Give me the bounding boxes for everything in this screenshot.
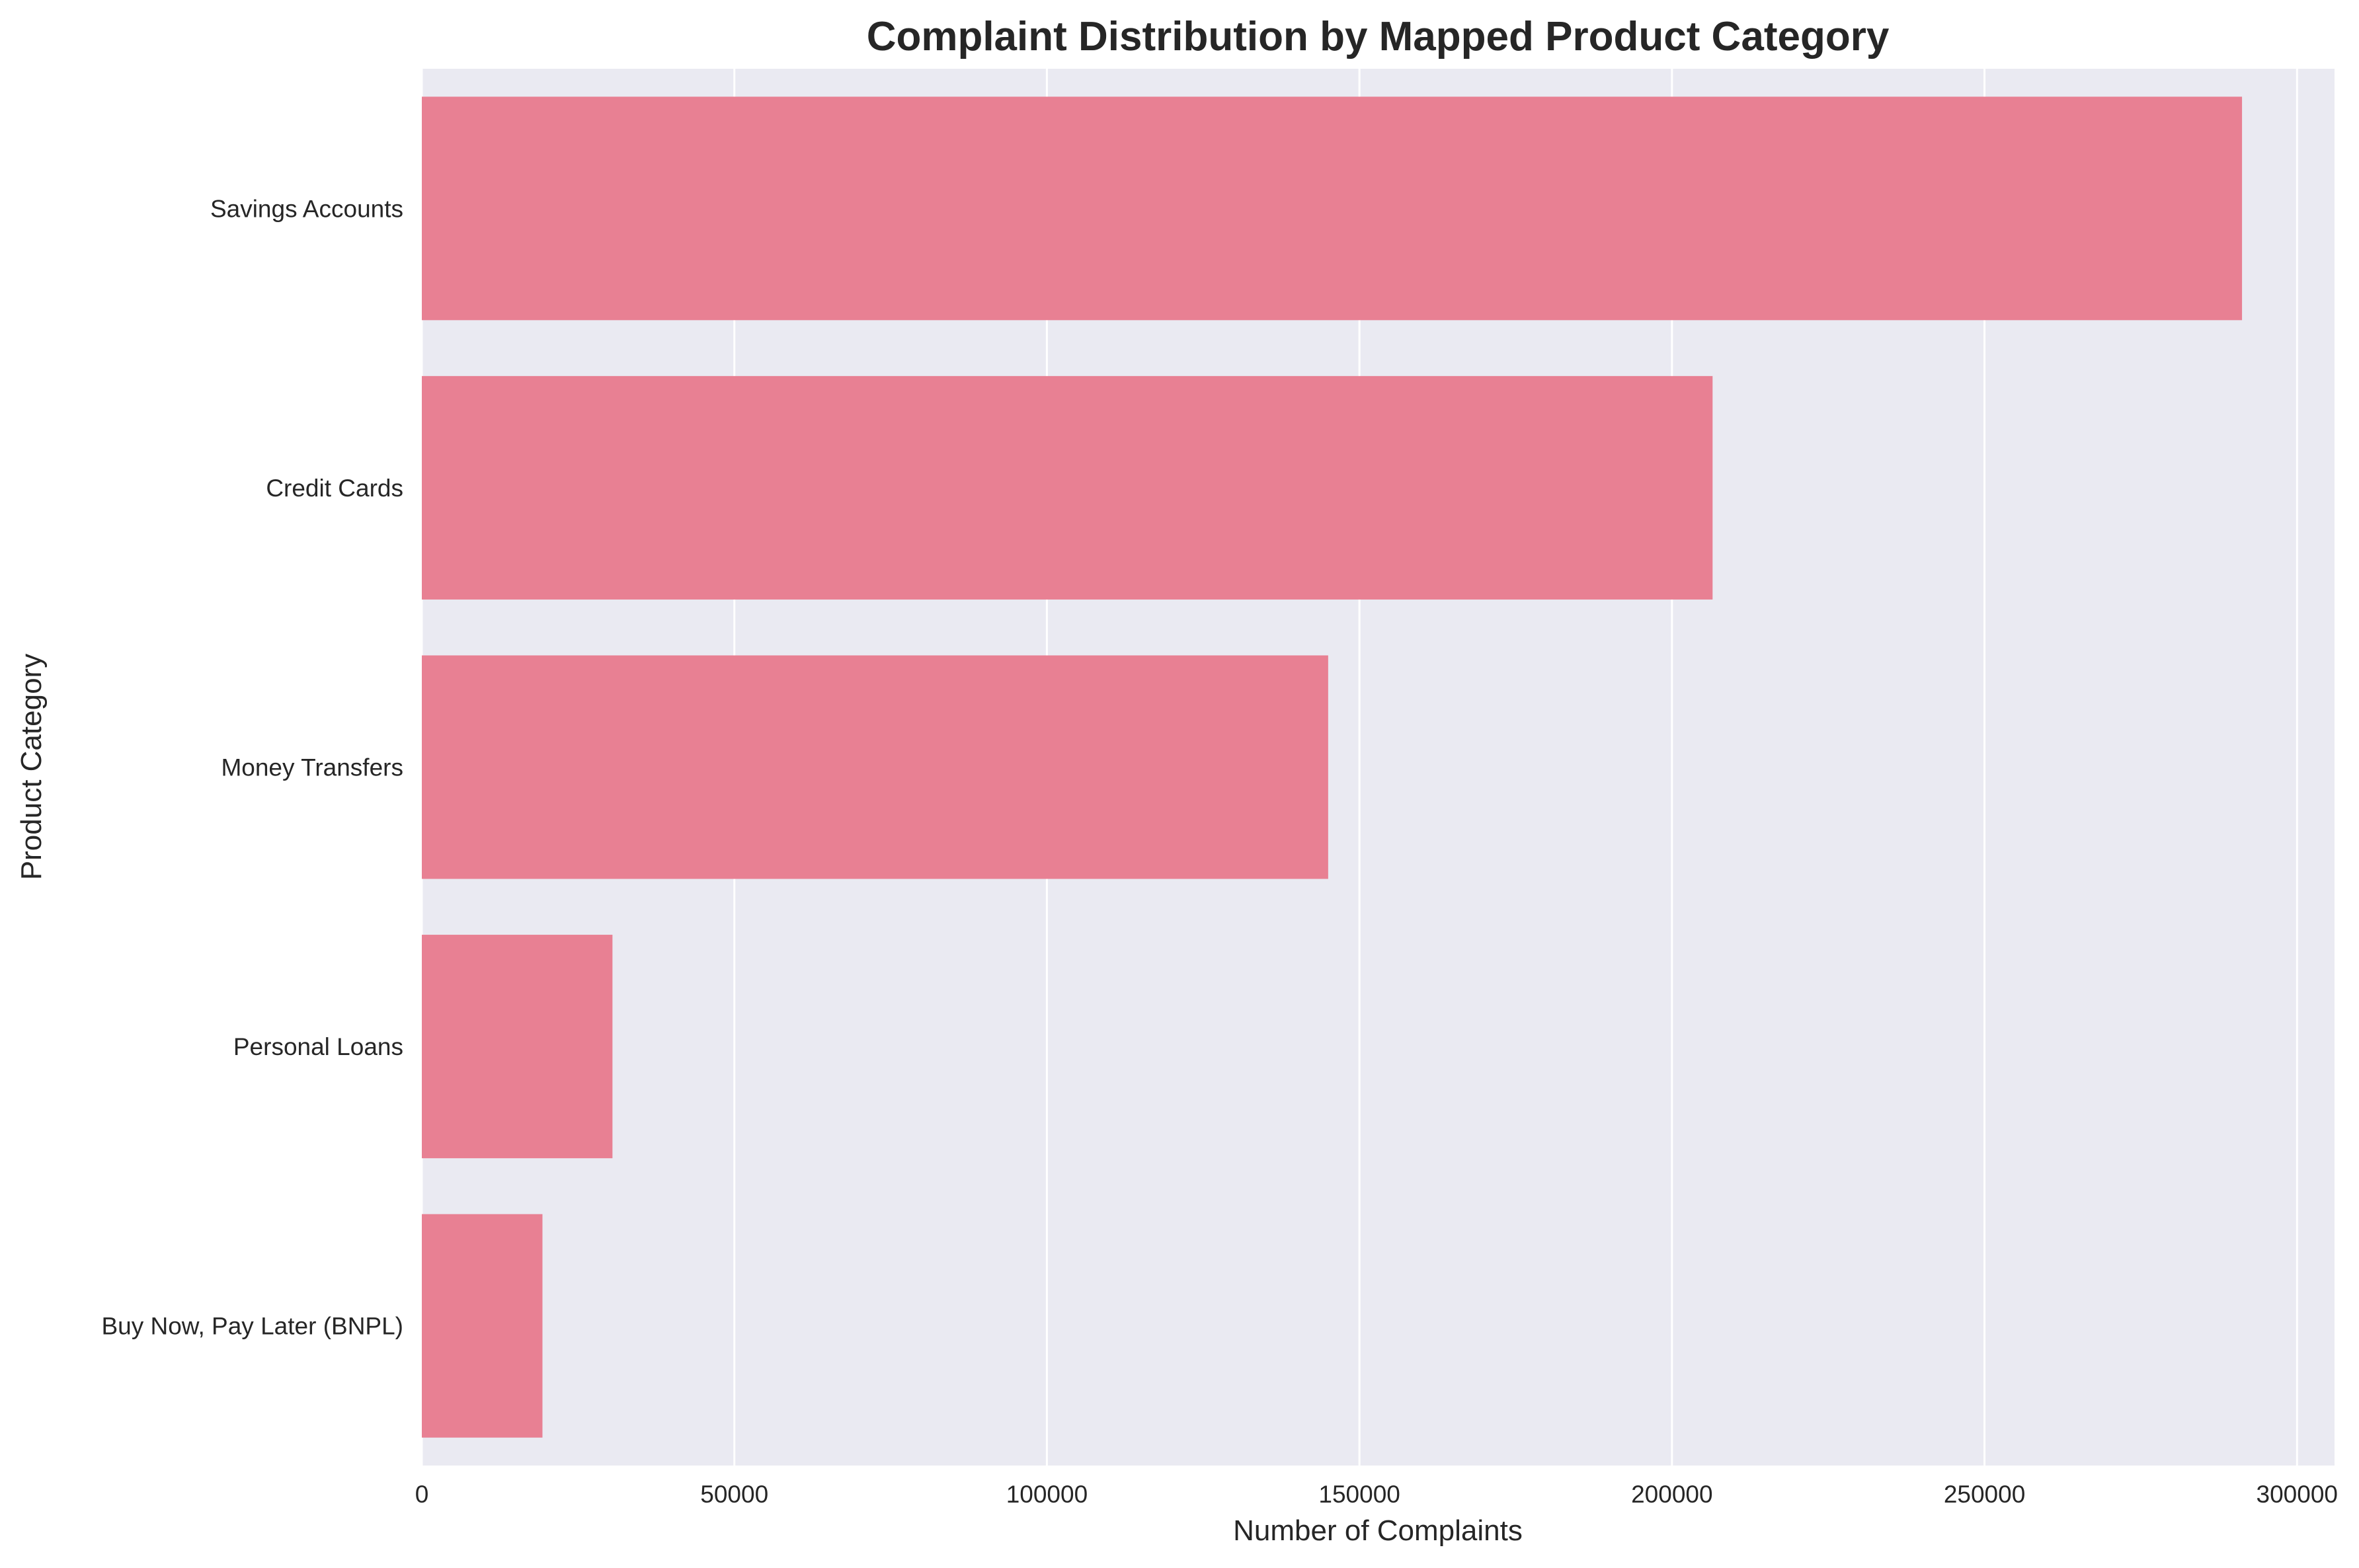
- y-tick-labels: Savings Accounts Credit Cards Money Transf…: [101, 195, 403, 1339]
- x-tick-label: 100000: [1006, 1481, 1088, 1508]
- bar: [422, 655, 1328, 879]
- bar: [422, 97, 2243, 321]
- y-tick-label: Savings Accounts: [210, 195, 403, 222]
- x-tick-labels: 0 50000 100000 150000 200000 250000 300000: [415, 1481, 2338, 1508]
- bars: [422, 97, 2243, 1438]
- bar: [422, 935, 613, 1159]
- y-tick-label: Money Transfers: [221, 754, 403, 781]
- x-tick-label: 150000: [1318, 1481, 1400, 1508]
- y-tick-label: Credit Cards: [266, 475, 403, 502]
- bar: [422, 1214, 543, 1438]
- y-tick-label: Personal Loans: [233, 1033, 403, 1060]
- bar: [422, 375, 1713, 600]
- x-tick-label: 300000: [2257, 1481, 2338, 1508]
- x-tick-label: 0: [415, 1481, 429, 1508]
- x-tick-label: 200000: [1631, 1481, 1712, 1508]
- chart-title: Complaint Distribution by Mapped Product…: [867, 14, 1890, 59]
- x-axis-label: Number of Complaints: [1233, 1514, 1523, 1547]
- y-axis-label: Product Category: [15, 654, 48, 880]
- x-tick-label: 50000: [700, 1481, 768, 1508]
- x-tick-label: 250000: [1944, 1481, 2025, 1508]
- y-tick-label: Buy Now, Pay Later (BNPL): [101, 1313, 403, 1340]
